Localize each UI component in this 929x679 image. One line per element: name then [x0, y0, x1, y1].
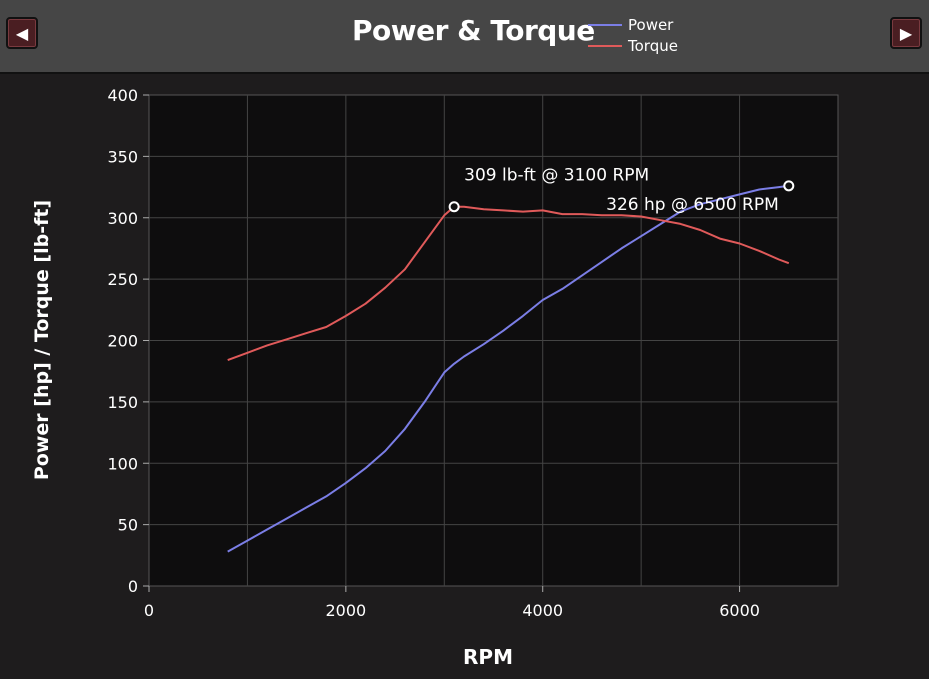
legend-item-power: Power [588, 14, 678, 35]
y-axis-ticks: 0 50 100 150 200 250 300 350 400 [107, 86, 149, 596]
y-axis-title: Power [hp] / Torque [lb-ft] [31, 200, 53, 480]
legend-label-power: Power [628, 15, 674, 34]
next-button[interactable]: ▶ [890, 17, 922, 49]
annotation-label: 326 hp @ 6500 RPM [606, 195, 779, 215]
legend-label-torque: Torque [628, 36, 678, 55]
series-lines [227, 184, 790, 553]
series-line-power [227, 184, 789, 553]
y-tick-label: 50 [118, 516, 138, 535]
legend-swatch-torque [588, 44, 622, 47]
y-tick-label: 0 [128, 577, 138, 596]
y-tick-label: 350 [107, 147, 138, 166]
y-tick-label: 100 [107, 454, 138, 473]
x-axis-ticks: 0 2000 4000 6000 [144, 586, 760, 620]
peak-marker [783, 180, 795, 192]
peak-markers [448, 180, 795, 213]
previous-button[interactable]: ◀ [6, 17, 38, 49]
legend-item-torque: Torque [588, 35, 678, 56]
x-tick-label: 6000 [719, 601, 760, 620]
y-tick-label: 250 [107, 270, 138, 289]
x-tick-label: 2000 [325, 601, 366, 620]
legend-swatch-power [588, 23, 622, 26]
right-arrow-icon: ▶ [899, 23, 913, 43]
top-bar: ◀ Power & Torque Power Torque ▶ [0, 0, 929, 74]
y-tick-label: 200 [107, 332, 138, 351]
chart-title: Power & Torque [352, 14, 595, 47]
y-tick-label: 400 [107, 86, 138, 105]
left-arrow-icon: ◀ [15, 23, 29, 43]
y-tick-label: 300 [107, 209, 138, 228]
y-tick-label: 150 [107, 393, 138, 412]
x-tick-label: 0 [144, 601, 154, 620]
series-line-torque [227, 205, 790, 362]
x-axis-title: RPM [463, 645, 513, 669]
annotation-label: 309 lb-ft @ 3100 RPM [464, 166, 649, 186]
peak-marker [448, 201, 460, 213]
chart-legend: Power Torque [588, 14, 678, 56]
x-tick-label: 4000 [522, 601, 563, 620]
grid-lines [149, 95, 838, 586]
annotations: 309 lb-ft @ 3100 RPM 326 hp @ 6500 RPM [464, 166, 779, 215]
